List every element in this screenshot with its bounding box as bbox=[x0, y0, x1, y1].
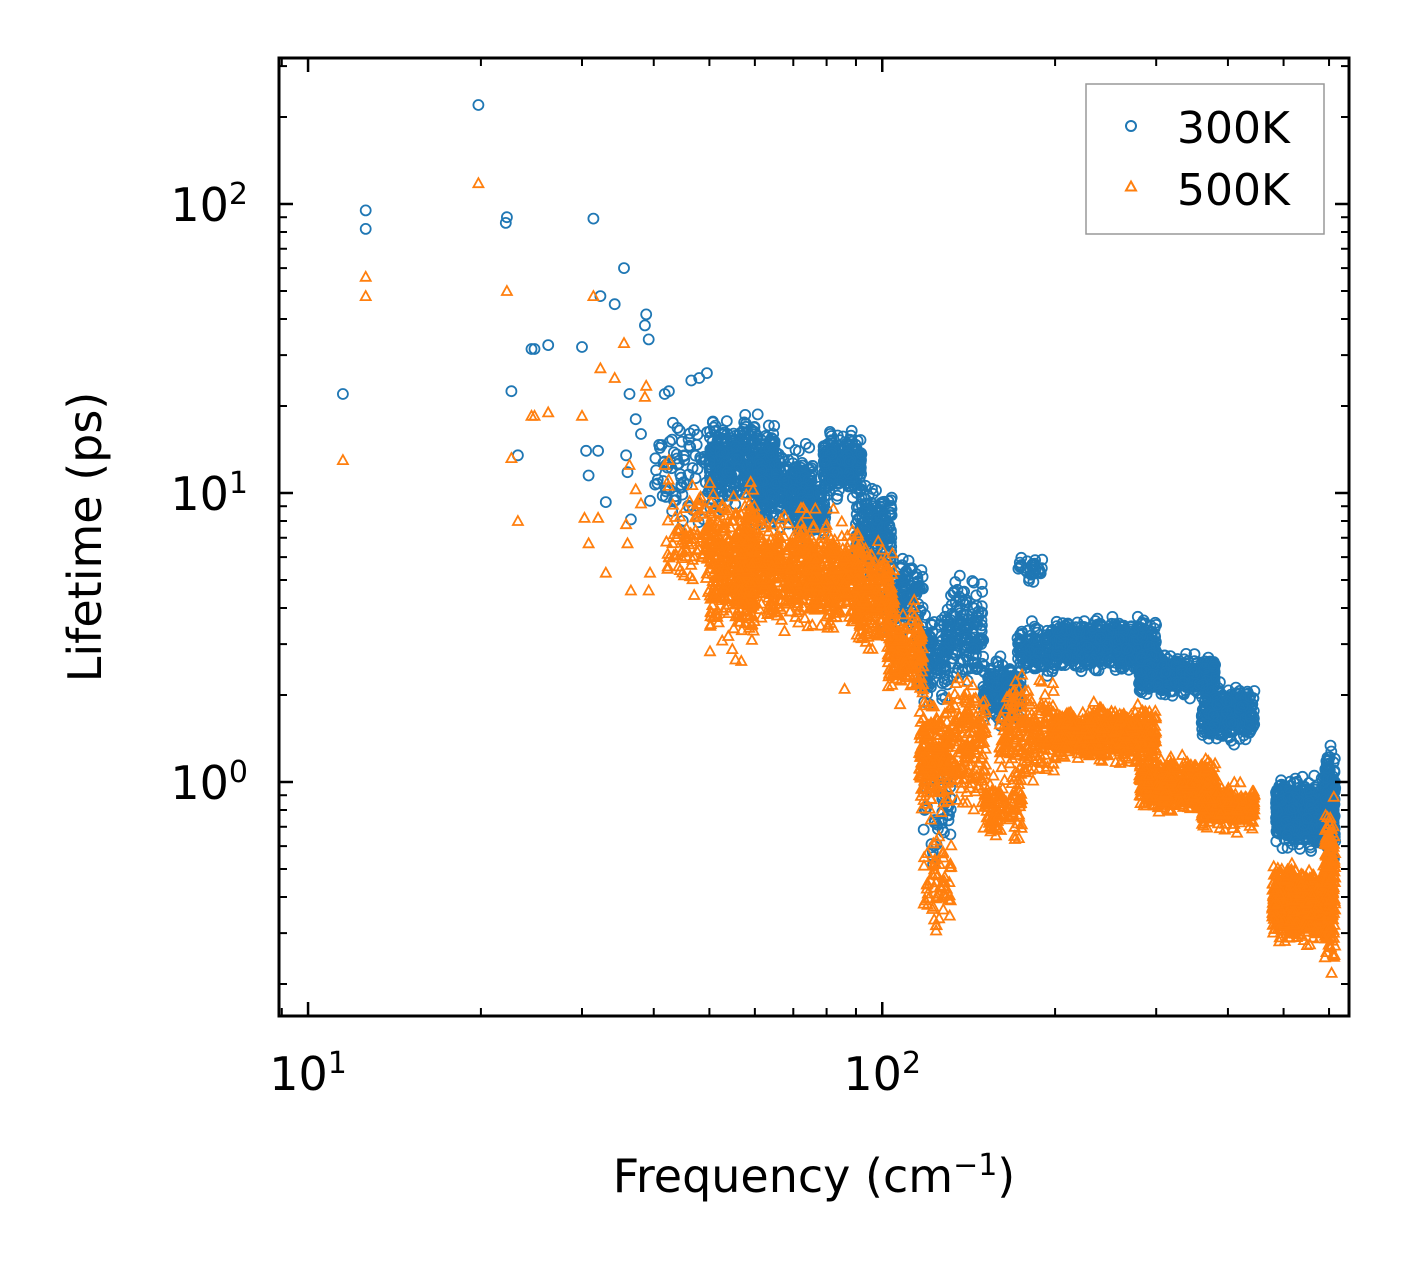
point-300k bbox=[714, 445, 727, 458]
point-300k bbox=[721, 466, 734, 479]
point-300k bbox=[676, 488, 689, 501]
point-300k bbox=[789, 468, 802, 480]
point-300k bbox=[359, 204, 372, 217]
point-300k bbox=[778, 478, 791, 491]
point-300k bbox=[760, 500, 773, 513]
point-300k bbox=[794, 486, 807, 499]
point-300k bbox=[762, 419, 775, 432]
point-300k bbox=[576, 341, 588, 353]
point-300k bbox=[764, 488, 776, 501]
point-300k bbox=[777, 474, 790, 487]
point-300k bbox=[797, 459, 810, 472]
point-300k bbox=[500, 211, 513, 224]
point-300k bbox=[756, 464, 768, 477]
point-300k bbox=[649, 478, 661, 491]
point-300k bbox=[789, 444, 802, 456]
point-300k bbox=[763, 443, 776, 455]
point-300k bbox=[580, 444, 592, 457]
point-300k bbox=[644, 494, 656, 507]
point-300k bbox=[705, 483, 718, 496]
data-points bbox=[336, 99, 1342, 978]
point-300k bbox=[803, 441, 816, 454]
point-300k bbox=[682, 433, 695, 446]
point-300k bbox=[716, 477, 728, 490]
point-300k bbox=[788, 483, 800, 496]
point-300k bbox=[635, 428, 647, 440]
point-300k bbox=[767, 491, 780, 504]
point-300k bbox=[686, 462, 699, 474]
point-300k bbox=[732, 429, 745, 442]
point-300k bbox=[768, 419, 781, 432]
point-300k bbox=[751, 408, 764, 421]
point-300k bbox=[739, 443, 751, 456]
point-300k bbox=[733, 460, 746, 472]
point-300k bbox=[683, 439, 696, 452]
point-300k bbox=[671, 421, 684, 434]
point-300k bbox=[689, 472, 702, 485]
point-300k bbox=[772, 448, 785, 461]
point-300k bbox=[660, 490, 672, 503]
point-300k bbox=[739, 408, 752, 421]
point-300k bbox=[704, 454, 716, 467]
point-300k bbox=[608, 298, 621, 311]
point-300k bbox=[756, 475, 768, 488]
point-300k bbox=[720, 415, 733, 428]
point-300k bbox=[731, 484, 744, 497]
point-300k bbox=[704, 425, 716, 438]
point-300k bbox=[592, 444, 604, 457]
point-300k bbox=[528, 343, 541, 355]
point-300k bbox=[623, 388, 636, 400]
point-300k bbox=[799, 437, 812, 450]
point-300k bbox=[783, 437, 795, 450]
point-300k bbox=[707, 421, 720, 434]
point-300k bbox=[674, 468, 687, 481]
point-300k bbox=[715, 428, 728, 441]
point-300k bbox=[582, 469, 595, 482]
point-300k bbox=[650, 464, 662, 477]
point-300k bbox=[748, 434, 760, 447]
point-300k bbox=[780, 476, 793, 489]
point-300k bbox=[587, 212, 600, 225]
point-300k bbox=[505, 385, 518, 398]
point-300k bbox=[653, 438, 666, 451]
point-300k bbox=[684, 427, 696, 440]
point-300k bbox=[657, 456, 670, 469]
point-300k bbox=[618, 262, 630, 275]
point-300k bbox=[748, 420, 761, 433]
point-300k bbox=[359, 222, 372, 235]
point-300k bbox=[759, 429, 772, 442]
point-300k bbox=[730, 453, 743, 466]
point-300k bbox=[336, 388, 349, 400]
point-300k bbox=[748, 425, 761, 438]
point-300k bbox=[685, 374, 698, 387]
point-300k bbox=[599, 496, 612, 509]
point-300k bbox=[663, 435, 676, 448]
point-300k bbox=[658, 455, 671, 468]
point-300k bbox=[701, 367, 713, 380]
point-300k bbox=[678, 453, 691, 466]
point-300k bbox=[472, 99, 485, 111]
point-300k bbox=[621, 466, 634, 479]
point-300k bbox=[719, 474, 732, 486]
point-300k bbox=[765, 448, 778, 461]
point-300k bbox=[673, 424, 686, 437]
point-300k bbox=[542, 339, 555, 352]
point-300k bbox=[499, 216, 512, 229]
point-300k bbox=[639, 319, 651, 332]
point-300k bbox=[668, 446, 680, 459]
point-300k bbox=[640, 308, 653, 321]
point-300k bbox=[620, 449, 632, 462]
point-300k bbox=[754, 458, 766, 471]
point-300k bbox=[629, 413, 642, 426]
point-300k bbox=[663, 385, 675, 398]
point-300k bbox=[678, 449, 690, 462]
point-300k bbox=[704, 458, 716, 471]
point-300k bbox=[642, 333, 655, 346]
